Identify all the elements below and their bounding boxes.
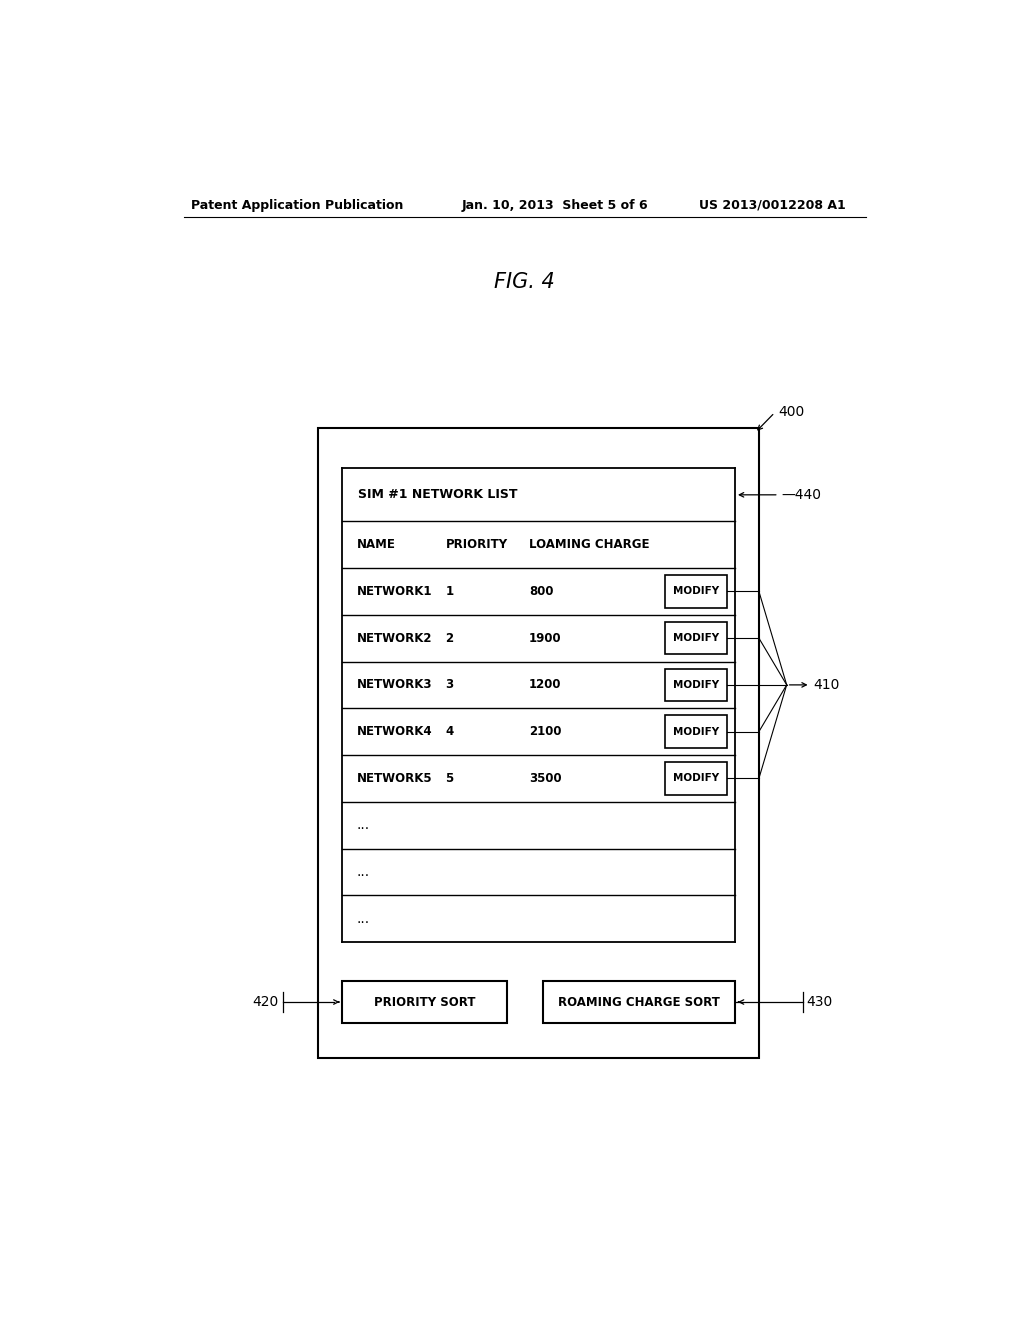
Text: SIM #1 NETWORK LIST: SIM #1 NETWORK LIST [358, 488, 518, 502]
Text: MODIFY: MODIFY [673, 726, 719, 737]
Text: ...: ... [356, 912, 370, 925]
Text: MODIFY: MODIFY [673, 586, 719, 597]
Text: NETWORK2: NETWORK2 [356, 632, 432, 644]
Text: Jan. 10, 2013  Sheet 5 of 6: Jan. 10, 2013 Sheet 5 of 6 [461, 198, 648, 211]
Text: MODIFY: MODIFY [673, 680, 719, 690]
Text: PRIORITY SORT: PRIORITY SORT [374, 995, 475, 1008]
Bar [666, 762, 727, 795]
Text: 2100: 2100 [528, 725, 561, 738]
Text: NETWORK5: NETWORK5 [356, 772, 432, 785]
Text: PRIORITY: PRIORITY [445, 539, 508, 552]
Text: 5: 5 [445, 772, 454, 785]
Text: 410: 410 [813, 678, 840, 692]
Text: NETWORK3: NETWORK3 [356, 678, 432, 692]
Text: 2: 2 [445, 632, 454, 644]
Text: —440: —440 [781, 488, 821, 502]
Text: 3: 3 [445, 678, 454, 692]
Text: ROAMING CHARGE SORT: ROAMING CHARGE SORT [558, 995, 720, 1008]
Bar [666, 715, 727, 748]
Text: US 2013/0012208 A1: US 2013/0012208 A1 [699, 198, 846, 211]
Text: LOAMING CHARGE: LOAMING CHARGE [528, 539, 649, 552]
Bar [543, 981, 735, 1023]
Text: MODIFY: MODIFY [673, 774, 719, 783]
Bar [342, 981, 507, 1023]
Text: ...: ... [356, 818, 370, 832]
Text: 420: 420 [253, 995, 279, 1008]
Text: NAME: NAME [356, 539, 395, 552]
Text: Patent Application Publication: Patent Application Publication [191, 198, 403, 211]
Bar [318, 428, 759, 1057]
Text: NETWORK4: NETWORK4 [356, 725, 432, 738]
Text: 800: 800 [528, 585, 553, 598]
Bar [666, 669, 727, 701]
Text: 430: 430 [807, 995, 833, 1008]
Bar [666, 576, 727, 607]
Text: ...: ... [356, 865, 370, 879]
Text: 400: 400 [779, 405, 805, 420]
Text: 3500: 3500 [528, 772, 561, 785]
Text: 4: 4 [445, 725, 454, 738]
Text: NETWORK1: NETWORK1 [356, 585, 432, 598]
Text: FIG. 4: FIG. 4 [495, 272, 555, 293]
Text: 1200: 1200 [528, 678, 561, 692]
Text: 1900: 1900 [528, 632, 561, 644]
Text: MODIFY: MODIFY [673, 634, 719, 643]
Text: 1: 1 [445, 585, 454, 598]
Bar [666, 622, 727, 655]
